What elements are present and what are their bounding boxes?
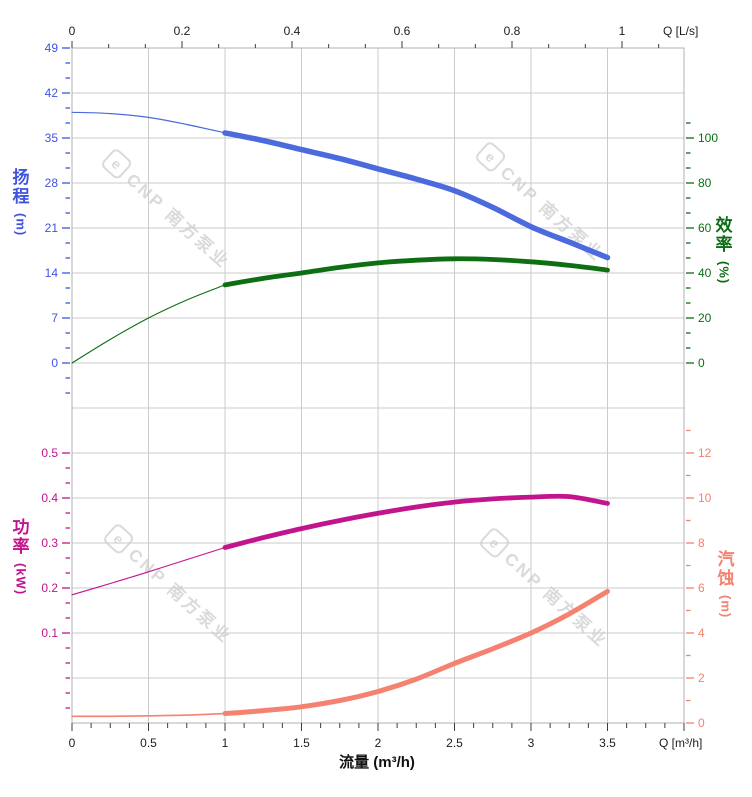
npsh-axis-labels: 12 10 8 6 4 2 0 — [698, 446, 712, 730]
efficiency-tick-label: 0 — [698, 356, 705, 370]
efficiency-axis-ticks — [686, 122, 694, 364]
npsh-tick-label: 4 — [698, 626, 705, 640]
power-axis-title-text: 功率 — [12, 518, 30, 556]
bottom-axis-tick-label: 3.5 — [599, 736, 616, 750]
head-axis-ticks — [62, 47, 70, 394]
head-curve — [222, 130, 611, 261]
efficiency-axis-unit: (%) — [716, 261, 732, 285]
power-axis-ticks — [62, 452, 70, 709]
power-tick-label: 0.2 — [41, 581, 58, 595]
top-axis-unit-label: Q [L/s] — [663, 24, 698, 38]
flow-ruler-labels: 0 0.2 0.4 0.6 0.8 1 Q [L/s] 0 0.5 1 1.5 2 2.5 3 3.5 Q [… — [69, 24, 703, 750]
top-axis-tick-label: 0 — [69, 24, 76, 38]
efficiency-axis-labels: 100 80 60 40 20 0 — [698, 131, 718, 370]
gridlines — [71, 47, 685, 724]
npsh-axis-title: 汽蚀 (m) — [713, 550, 739, 618]
top-axis-tick-label: 1 — [619, 24, 626, 38]
bottom-axis-tick-label: 0.5 — [140, 736, 157, 750]
head-axis-title: 扬程 (m) — [8, 168, 34, 236]
flow-rulers — [71, 41, 685, 731]
npsh-curve — [222, 588, 610, 716]
top-axis-tick-label: 0.6 — [394, 24, 411, 38]
bottom-axis-tick-label: 2 — [375, 736, 382, 750]
power-axis-labels: 0.5 0.4 0.3 0.2 0.1 — [41, 446, 58, 640]
power-tick-label: 0.4 — [41, 491, 58, 505]
npsh-tick-label: 8 — [698, 536, 705, 550]
top-axis-tick-label: 0.2 — [174, 24, 191, 38]
efficiency-tick-label: 100 — [698, 131, 718, 145]
head-tick-label: 21 — [45, 221, 59, 235]
head-tick-label: 7 — [51, 311, 58, 325]
head-tick-label: 14 — [45, 266, 59, 280]
head-tick-label: 49 — [45, 41, 59, 55]
npsh-tick-label: 0 — [698, 716, 705, 730]
efficiency-tick-label: 80 — [698, 176, 712, 190]
head-axis-title-text: 扬程 — [12, 168, 30, 206]
bottom-axis-tick-label: 3 — [528, 736, 535, 750]
power-axis-title: 功率 (kW) — [8, 518, 34, 595]
bottom-axis-tick-label: 1.5 — [293, 736, 310, 750]
head-tick-label: 0 — [51, 356, 58, 370]
npsh-axis-ticks — [686, 429, 694, 724]
power-tick-label: 0.3 — [41, 536, 58, 550]
head-tick-label: 42 — [45, 86, 59, 100]
power-tick-label: 0.5 — [41, 446, 58, 460]
efficiency-axis-title-text: 效率 — [715, 216, 733, 254]
curves — [71, 111, 611, 718]
bottom-axis-tick-label: 0 — [69, 736, 76, 750]
head-tick-label: 28 — [45, 176, 59, 190]
npsh-curve-thin — [71, 712, 226, 718]
top-axis-tick-label: 0.4 — [284, 24, 301, 38]
efficiency-axis-title: 效率 (%) — [711, 216, 737, 284]
head-axis-unit: (m) — [13, 213, 29, 237]
npsh-tick-label: 2 — [698, 671, 705, 685]
npsh-tick-label: 6 — [698, 581, 705, 595]
efficiency-curve — [222, 256, 610, 288]
efficiency-tick-label: 20 — [698, 311, 712, 325]
npsh-tick-label: 12 — [698, 446, 712, 460]
flow-axis-title: 流量 (m³/h) — [339, 754, 415, 771]
efficiency-tick-label: 60 — [698, 221, 712, 235]
power-tick-label: 0.1 — [41, 626, 58, 640]
efficiency-curve-thin — [71, 284, 226, 364]
head-tick-label: 35 — [45, 131, 59, 145]
efficiency-tick-label: 40 — [698, 266, 712, 280]
power-curve-thin — [71, 546, 226, 596]
npsh-tick-label: 10 — [698, 491, 712, 505]
bottom-axis-unit-label: Q [m³/h] — [659, 736, 702, 750]
head-curve-thin — [71, 111, 226, 134]
npsh-axis-unit: (m) — [718, 595, 734, 619]
power-curve — [222, 493, 610, 550]
head-axis-labels: 49 42 35 28 21 14 7 0 — [45, 41, 59, 370]
bottom-axis-tick-label: 2.5 — [446, 736, 463, 750]
npsh-axis-title-text: 汽蚀 — [717, 550, 735, 588]
top-axis-tick-label: 0.8 — [504, 24, 521, 38]
power-axis-unit: (kW) — [13, 563, 29, 596]
bottom-axis-tick-label: 1 — [222, 736, 229, 750]
